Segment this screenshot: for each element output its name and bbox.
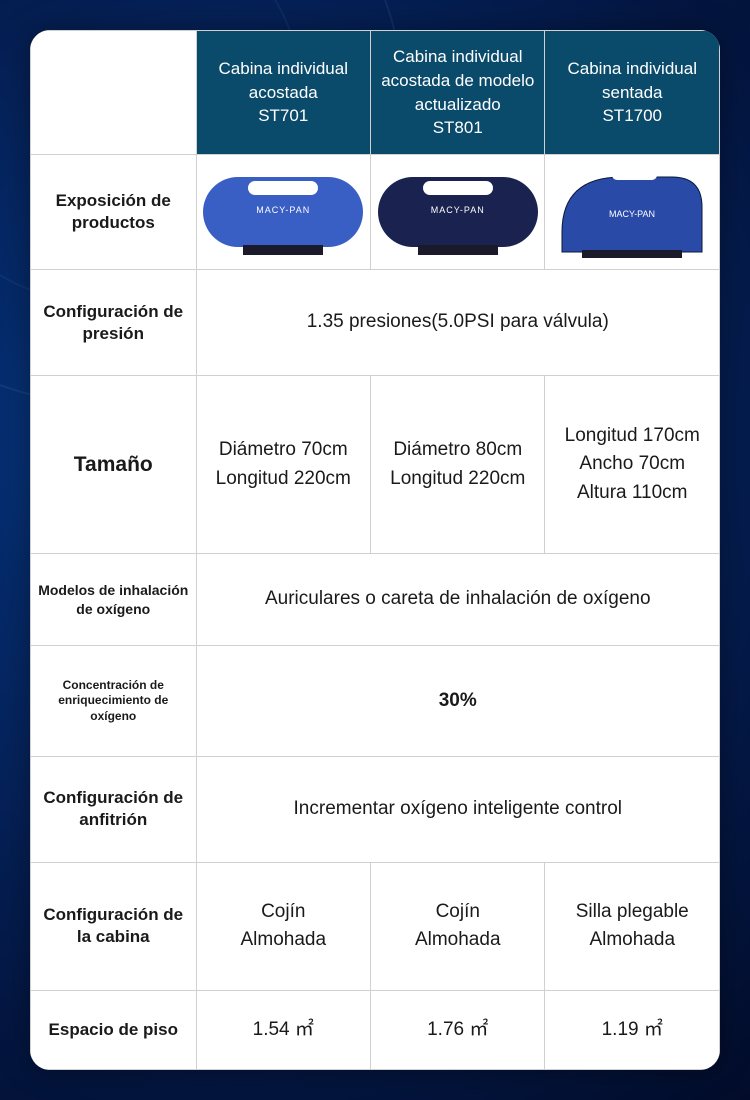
label-pressure: Configuración de presión: [31, 270, 197, 376]
label-size: Tamaño: [31, 376, 197, 554]
product-image-st701: MACY-PAN: [196, 155, 370, 270]
row-host: Configuración de anfitrión Incrementar o…: [31, 756, 720, 862]
label-exposure: Exposición de productos: [31, 155, 197, 270]
label-concentration: Concentración de enriquecimiento de oxíg…: [31, 646, 197, 757]
label-cabin: Configuración de la cabina: [31, 862, 197, 990]
header-st801: Cabina individual acostada de modelo act…: [371, 31, 545, 155]
row-concentration: Concentración de enriquecimiento de oxíg…: [31, 646, 720, 757]
label-inhalation: Modelos de inhalación de oxígeno: [31, 553, 197, 645]
size-st1700: Longitud 170cmAncho 70cmAltura 110cm: [545, 376, 720, 554]
value-pressure: 1.35 presiones(5.0PSI para válvula): [196, 270, 719, 376]
value-concentration: 30%: [196, 646, 719, 757]
row-size: Tamaño Diámetro 70cmLongitud 220cm Diáme…: [31, 376, 720, 554]
header-st701: Cabina individual acostadaST701: [196, 31, 370, 155]
cabin-st701: CojínAlmohada: [196, 862, 370, 990]
size-st801: Diámetro 80cmLongitud 220cm: [371, 376, 545, 554]
label-floor: Espacio de piso: [31, 991, 197, 1070]
row-cabin: Configuración de la cabina CojínAlmohada…: [31, 862, 720, 990]
value-host: Incrementar oxígeno inteligente control: [196, 756, 719, 862]
floor-st701: 1.54 ㎡: [196, 991, 370, 1070]
size-st701: Diámetro 70cmLongitud 220cm: [196, 376, 370, 554]
svg-text:MACY-PAN: MACY-PAN: [609, 209, 655, 219]
product-image-st801: MACY-PAN: [371, 155, 545, 270]
comparison-table: Cabina individual acostadaST701 Cabina i…: [30, 30, 720, 1070]
label-host: Configuración de anfitrión: [31, 756, 197, 862]
comparison-table-container: Cabina individual acostadaST701 Cabina i…: [30, 30, 720, 1070]
header-st1700: Cabina individual sentadaST1700: [545, 31, 720, 155]
cabin-st801: CojínAlmohada: [371, 862, 545, 990]
row-inhalation: Modelos de inhalación de oxígeno Auricul…: [31, 553, 720, 645]
header-row: Cabina individual acostadaST701 Cabina i…: [31, 31, 720, 155]
product-image-st1700: MACY-PAN: [545, 155, 720, 270]
floor-st1700: 1.19 ㎡: [545, 991, 720, 1070]
row-pressure: Configuración de presión 1.35 presiones(…: [31, 270, 720, 376]
header-empty-corner: [31, 31, 197, 155]
row-floor: Espacio de piso 1.54 ㎡ 1.76 ㎡ 1.19 ㎡: [31, 991, 720, 1070]
floor-st801: 1.76 ㎡: [371, 991, 545, 1070]
cabin-st1700: Silla plegableAlmohada: [545, 862, 720, 990]
row-product-exposure: Exposición de productos MACY-PAN MACY-PA…: [31, 155, 720, 270]
value-inhalation: Auriculares o careta de inhalación de ox…: [196, 553, 719, 645]
